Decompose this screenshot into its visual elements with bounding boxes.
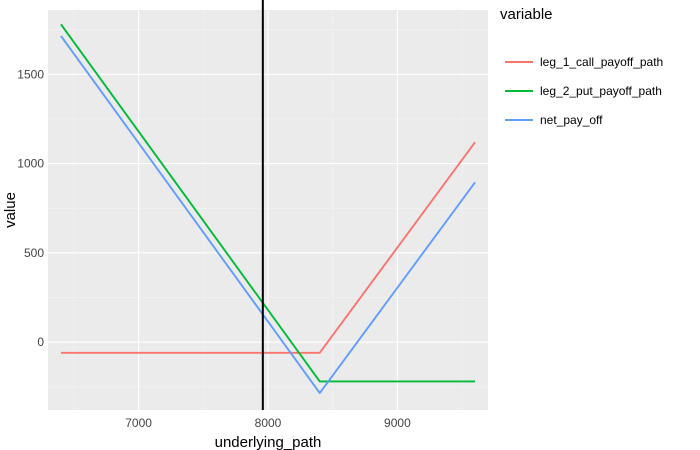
series-lines — [60, 23, 476, 394]
legend: variable leg_1_call_payoff_path leg_2_put… — [500, 6, 663, 127]
x-axis-title: underlying_path — [215, 434, 322, 450]
y-tick-label: 1500 — [17, 67, 44, 81]
y-tick-label: 0 — [37, 335, 44, 349]
y-axis-title: value — [2, 192, 19, 228]
y-tick-label: 1000 — [17, 157, 44, 171]
legend-items: leg_1_call_payoff_path leg_2_put_payoff_p… — [505, 55, 663, 127]
series-line-net-pay-off — [60, 35, 476, 394]
legend-label: leg_1_call_payoff_path — [540, 55, 663, 69]
x-tick-label: 8000 — [255, 416, 282, 430]
series-line-leg-1-call-payoff-path — [60, 141, 476, 354]
legend-title: variable — [500, 6, 553, 23]
series-line-leg-2-put-payoff-path — [60, 23, 476, 383]
tick-labels: 7000 8000 9000 0 500 1000 1500 — [17, 67, 411, 430]
legend-label: leg_2_put_payoff_path — [540, 84, 662, 98]
x-tick-label: 7000 — [125, 416, 152, 430]
x-tick-label: 9000 — [384, 416, 411, 430]
legend-label: net_pay_off — [540, 113, 603, 127]
y-tick-label: 500 — [24, 246, 44, 260]
